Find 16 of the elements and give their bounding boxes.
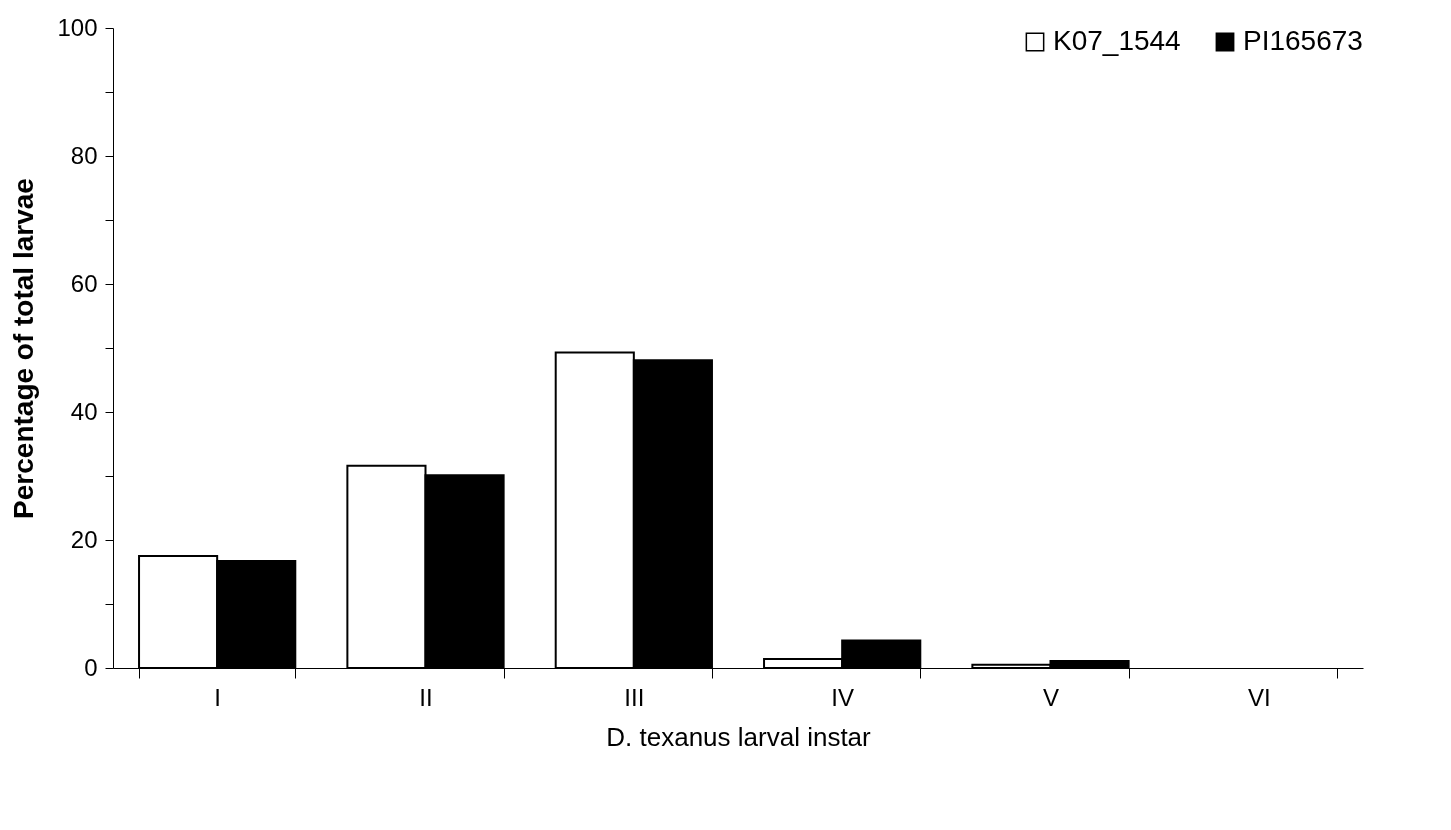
x-tick-label: I [214,683,221,711]
legend-label: K07_1544 [1053,25,1181,56]
x-axis-title: D. texanus larval instar [606,721,872,752]
x-tick-label: II [419,683,433,711]
y-axis-title: Percentage of total larvae [8,178,40,519]
y-tick-label: 80 [70,141,98,169]
x-tick-label: IV [831,683,855,711]
x-tick-label: V [1042,683,1060,711]
y-tick-label: 100 [57,13,98,41]
legend-label: PI165673 [1243,25,1363,56]
x-tick-label: III [624,683,645,711]
x-tick-label: VI [1247,683,1271,711]
y-tick-label: 0 [84,653,98,681]
y-tick-label: 20 [70,525,98,553]
y-tick-label: 60 [70,269,98,297]
y-tick-label: 40 [70,397,98,425]
